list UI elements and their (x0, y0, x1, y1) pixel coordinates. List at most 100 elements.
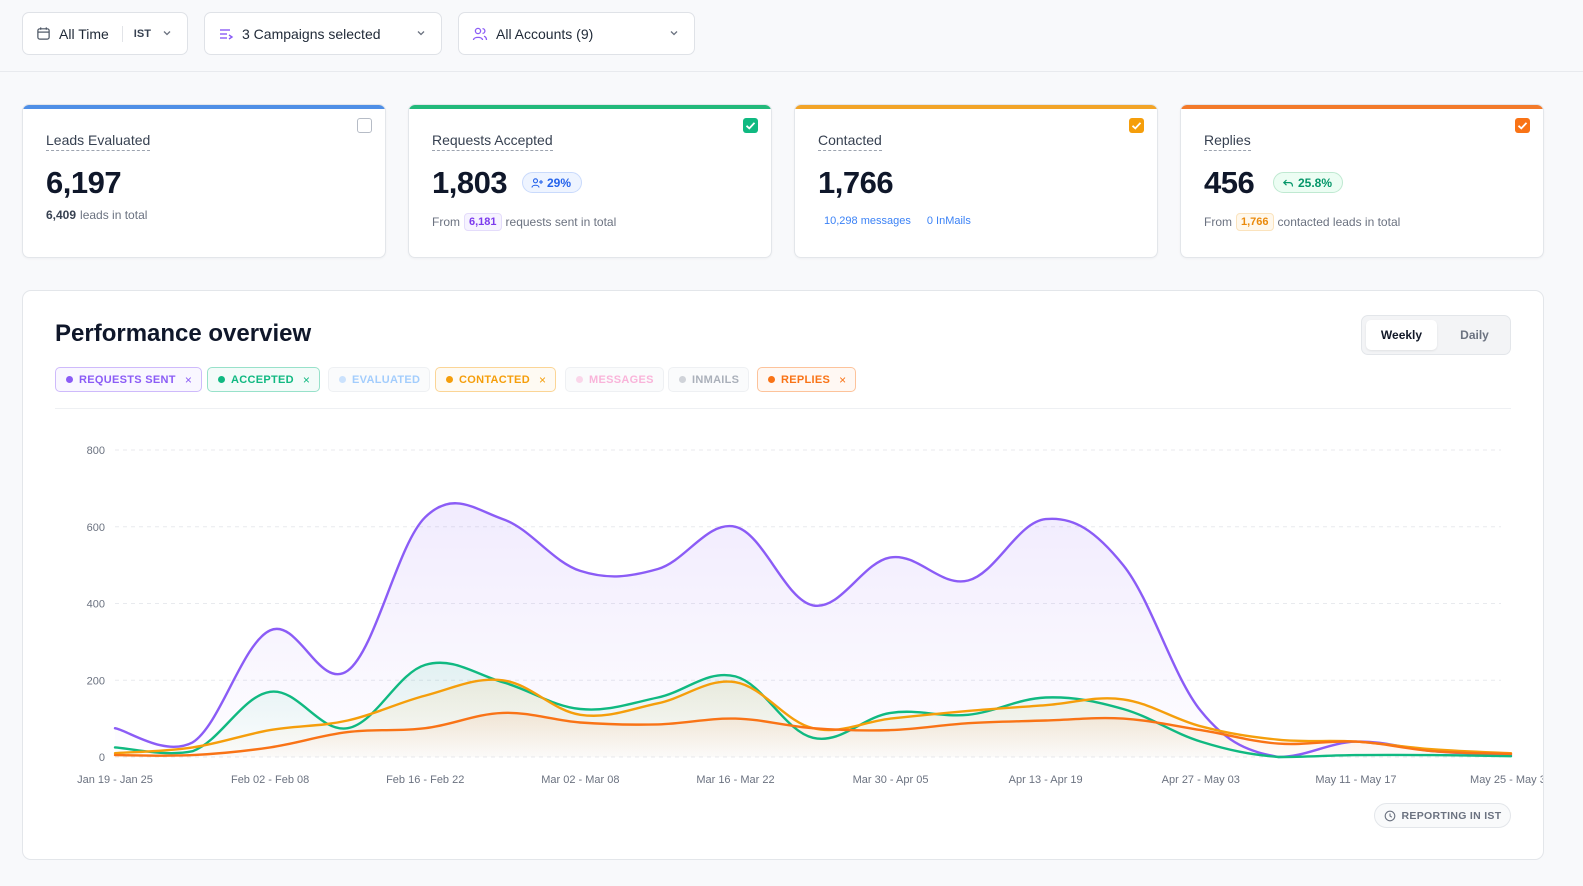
y-tick-label: 800 (87, 445, 105, 457)
card-accent-bar (23, 105, 385, 109)
requests-accepted-card: Requests Accepted 1,803 29% From 6,181 r… (408, 104, 772, 258)
card-value: 6,197 (46, 165, 122, 200)
x-tick-label: Feb 16 - Feb 22 (386, 774, 464, 786)
divider (55, 408, 1511, 409)
series-color-dot (768, 376, 775, 383)
chip-label: REQUESTS SENT (79, 373, 176, 386)
granularity-toggle: Weekly Daily (1361, 315, 1511, 355)
chip-label: CONTACTED (459, 373, 530, 386)
time-range-filter[interactable]: All Time IST (22, 12, 188, 55)
card-value: 1,803 (432, 165, 508, 200)
badge-value: 29% (547, 175, 572, 190)
x-tick-label: May 11 - May 17 (1315, 774, 1396, 786)
accounts-label: All Accounts (9) (496, 25, 594, 42)
chip-label: EVALUATED (352, 373, 421, 386)
x-tick-label: Feb 02 - Feb 08 (231, 774, 309, 786)
x-tick-label: May 25 - May 31 (1470, 774, 1543, 786)
replies-card: Replies 456 25.8% From 1,766 contacted l… (1180, 104, 1544, 258)
calendar-icon (37, 27, 50, 40)
inmails-count: 0 InMails (926, 215, 971, 227)
series-color-dot (446, 376, 453, 383)
users-icon (472, 27, 488, 40)
total-count: 6,409 (46, 208, 77, 222)
x-tick-label: Mar 02 - Mar 08 (541, 774, 619, 786)
card-accent-bar (1181, 105, 1543, 109)
leads-evaluated-card: Leads Evaluated 6,197 6,409 leads in tot… (22, 104, 386, 258)
divider (121, 25, 123, 42)
close-icon[interactable]: × (302, 372, 311, 387)
card-accent-bar (795, 105, 1157, 109)
card-title: Contacted (818, 132, 882, 151)
check-icon (1517, 122, 1528, 130)
series-color-dot (576, 376, 583, 383)
filter-bar: All Time IST 3 Campaigns selected All Ac… (0, 0, 1583, 72)
series-chip-contacted[interactable]: CONTACTED × (435, 367, 557, 392)
chevron-down-icon (163, 31, 171, 36)
performance-overview-panel: Performance overview Weekly Daily REQUES… (22, 290, 1544, 860)
total-suffix: leads in total (80, 208, 148, 222)
x-tick-label: Mar 16 - Mar 22 (696, 774, 774, 786)
series-toggle-checkbox[interactable] (743, 118, 758, 133)
chevron-down-icon (417, 31, 425, 36)
card-title: Leads Evaluated (46, 132, 151, 151)
campaigns-filter[interactable]: 3 Campaigns selected (204, 12, 442, 55)
card-value: 456 (1204, 165, 1255, 200)
sent-total-tag: 6,181 (464, 213, 502, 231)
close-icon[interactable]: × (839, 372, 847, 387)
acceptance-rate-badge: 29% (522, 172, 583, 193)
card-subtext: From 6,181 requests sent in total (432, 213, 616, 231)
close-icon[interactable]: × (538, 372, 547, 387)
reply-icon (1282, 179, 1294, 187)
series-line-replies (113, 711, 1513, 757)
reply-rate-badge: 25.8% (1273, 172, 1344, 193)
accounts-filter[interactable]: All Accounts (9) (458, 12, 695, 55)
series-toggle-checkbox[interactable] (1515, 118, 1530, 133)
series-toggle-checkbox[interactable] (1129, 118, 1144, 133)
weekly-button[interactable]: Weekly (1366, 320, 1437, 350)
chip-label: INMAILS (692, 373, 740, 386)
subtext-suffix: requests sent in total (505, 215, 617, 229)
time-range-label: All Time (59, 25, 109, 42)
series-chip-accepted[interactable]: ACCEPTED × (207, 367, 321, 392)
contacted-card: Contacted 1,766 10,298 messages 0 InMail… (794, 104, 1158, 258)
chip-label: MESSAGES (589, 373, 654, 386)
list-filter-icon (220, 28, 234, 40)
close-icon[interactable]: × (184, 372, 193, 387)
series-color-dot (218, 376, 225, 383)
x-tick-label: Jan 19 - Jan 25 (77, 774, 153, 786)
series-toggle-checkbox[interactable] (357, 118, 372, 133)
series-chip-inmails[interactable]: INMAILS (668, 367, 750, 392)
panel-title: Performance overview (55, 320, 312, 347)
series-chip-evaluated[interactable]: EVALUATED (328, 367, 431, 392)
card-title: Replies (1204, 132, 1251, 151)
check-icon (745, 122, 756, 130)
x-tick-label: Mar 30 - Apr 05 (853, 774, 929, 786)
series-chip-replies[interactable]: REPLIES × (757, 367, 857, 392)
user-plus-icon (531, 177, 543, 188)
card-subtext: From 1,766 contacted leads in total (1204, 213, 1400, 231)
series-line-requests-sent (113, 502, 1513, 759)
clock-icon (1384, 810, 1395, 821)
chip-label: ACCEPTED (231, 373, 294, 386)
card-value: 1,766 (818, 165, 894, 200)
series-chip-messages[interactable]: MESSAGES (565, 367, 664, 392)
daily-button[interactable]: Daily (1460, 328, 1489, 342)
chevron-down-icon (670, 31, 678, 36)
timezone-label: IST (133, 27, 151, 40)
series-color-dot (66, 376, 73, 383)
reporting-timezone-badge: REPORTING IN IST (1374, 803, 1511, 828)
card-subtext: 10,298 messages 0 InMails (824, 215, 971, 227)
series-area-requests-sent (115, 503, 1511, 757)
y-tick-label: 0 (99, 752, 105, 764)
series-chip-requests-sent[interactable]: REQUESTS SENT × (55, 367, 203, 392)
series-color-dot (339, 376, 346, 383)
campaigns-label: 3 Campaigns selected (242, 25, 381, 42)
subtext-prefix: From (432, 215, 460, 229)
card-title: Requests Accepted (432, 132, 553, 151)
reporting-label: REPORTING IN IST (1401, 809, 1502, 822)
messages-count: 10,298 messages (824, 215, 911, 227)
check-icon (1131, 122, 1142, 130)
performance-chart: 0 200 400 600 800 Jan 19 - Jan 25 Feb 02 - Feb… (77, 445, 1543, 786)
y-tick-label: 600 (87, 522, 105, 534)
series-color-dot (679, 376, 686, 383)
